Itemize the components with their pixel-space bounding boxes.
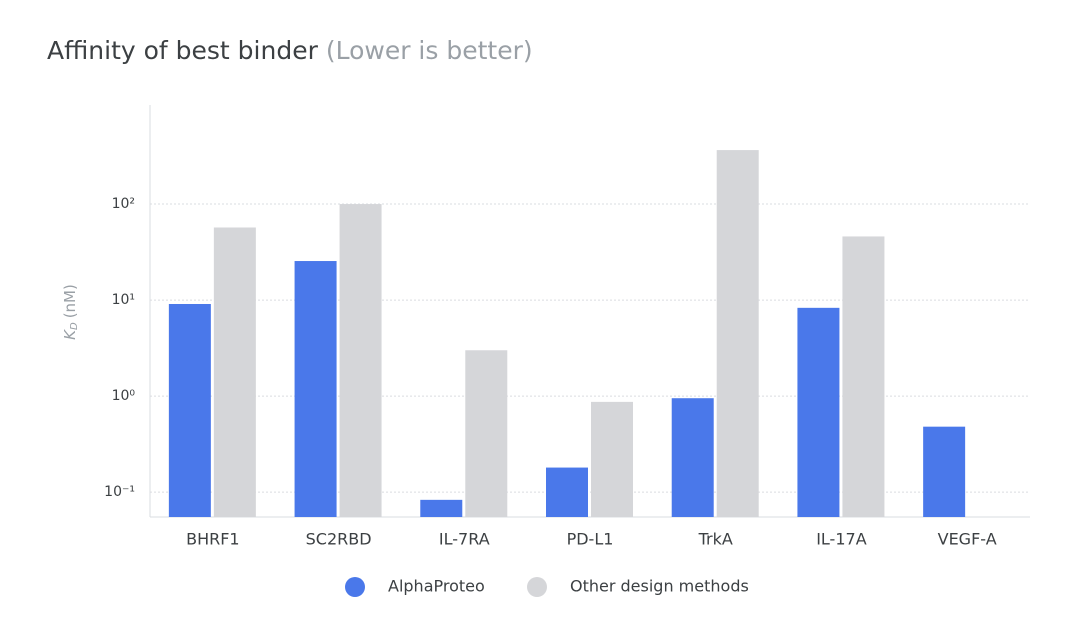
y-axis-label: KD (nM) (61, 284, 81, 340)
y-label-k: K (61, 329, 79, 340)
y-tick-label: 10⁻¹ (104, 484, 135, 500)
bar (797, 307, 840, 517)
x-tick-label: VEGF-A (938, 530, 997, 549)
bar (591, 401, 633, 517)
x-tick-label: SC2RBD (306, 530, 372, 549)
y-tick-label: 10¹ (112, 292, 135, 308)
bar (213, 227, 256, 517)
title: Affinity of best binder (47, 36, 319, 65)
legend-label: Other design methods (570, 577, 749, 596)
legend-marker (345, 577, 365, 597)
bar (420, 499, 463, 517)
subtitle: (Lower is better) (326, 36, 533, 65)
bar (168, 303, 211, 517)
bar (923, 426, 966, 517)
bar (842, 236, 885, 518)
y-tick-label: 10⁰ (112, 388, 136, 404)
y-label-unit: (nM) (61, 284, 79, 318)
bar (671, 398, 714, 517)
x-tick-label: BHRF1 (186, 530, 240, 549)
x-tick-label: PD-L1 (567, 530, 614, 549)
x-tick-label: TrkA (698, 530, 733, 549)
legend-marker (527, 577, 547, 597)
chart-title: Affinity of best binder (Lower is better… (47, 36, 533, 65)
x-tick-label: IL-7RA (439, 530, 490, 549)
y-tick-label: 10² (112, 196, 135, 212)
x-tick-label: IL-17A (816, 530, 866, 549)
bar (465, 350, 508, 517)
bar (294, 261, 337, 517)
bar (716, 150, 759, 517)
bar (339, 204, 382, 517)
legend-label: AlphaProteo (388, 577, 485, 596)
bar (546, 467, 588, 517)
y-label-sub: D (69, 322, 80, 330)
